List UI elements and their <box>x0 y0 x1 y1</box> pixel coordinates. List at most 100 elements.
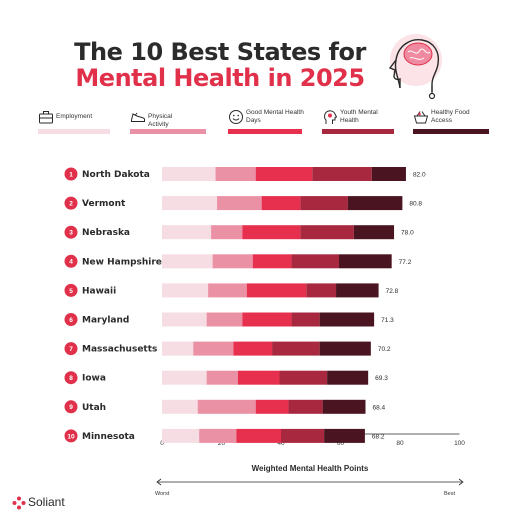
bar-segment <box>322 399 366 414</box>
total-value-label: 78.0 <box>401 230 414 237</box>
title-line-2: Mental Health in 2025 <box>75 64 365 92</box>
bar-segment <box>371 167 406 181</box>
state-label: Utah <box>82 403 106 413</box>
state-label: Minnesota <box>82 432 135 442</box>
legend-label: Physical Activity <box>148 113 173 128</box>
rank-badge <box>64 313 78 326</box>
scale-worst-label: Worst <box>155 491 170 497</box>
bar-segment <box>252 254 292 269</box>
head-icon <box>324 110 338 124</box>
legend-swatch <box>38 129 110 134</box>
bar-segment <box>300 225 354 240</box>
bar-segment <box>255 167 313 181</box>
bar-segment <box>261 196 301 211</box>
bar-segment <box>336 283 379 298</box>
bar-segment <box>208 283 247 298</box>
bar-segment <box>291 254 340 269</box>
stacked-bar-chart: 0 20 40 60 80 100 1 North Dakota 82.0 2 Vermont 80.… <box>64 167 465 447</box>
bar-segment <box>272 341 320 356</box>
bar-segment <box>246 283 307 298</box>
rank-badge <box>64 167 78 181</box>
legend-swatch <box>130 129 206 134</box>
bar-segment <box>197 399 256 414</box>
bar-segment <box>237 370 280 385</box>
bar-segment <box>327 370 369 385</box>
bar-segment <box>199 428 237 443</box>
sneaker-icon <box>131 112 145 122</box>
bar-segment <box>206 312 243 327</box>
state-label: Massachusetts <box>82 345 157 355</box>
x-axis-title: Weighted Mental Health Points <box>251 464 369 473</box>
bar-segment <box>281 428 325 443</box>
bar-segment <box>211 225 243 240</box>
state-label: Hawaii <box>82 286 116 296</box>
state-label: Vermont <box>82 199 126 209</box>
x-tick-label: 20 <box>218 440 226 447</box>
scale-best-label: Best <box>444 491 456 497</box>
total-value-label: 80.8 <box>409 201 422 208</box>
x-tick-label: 0 <box>160 440 164 447</box>
head-brain-illustration <box>388 34 442 100</box>
brand-name: Soliant <box>28 495 65 509</box>
bar-segment <box>306 283 337 298</box>
legend-swatch <box>228 129 302 134</box>
bar-segment <box>279 370 328 385</box>
rank-badge <box>64 371 78 385</box>
bar-segment <box>162 225 212 240</box>
rank-number: 5 <box>69 288 73 295</box>
bar-segment <box>162 312 207 327</box>
bar-segment <box>236 428 281 443</box>
legend-swatch <box>322 129 394 134</box>
rank-badge <box>64 342 78 356</box>
soliant-logo-icon <box>12 496 26 510</box>
briefcase-icon <box>39 111 53 124</box>
state-label: New Hampshire <box>82 257 162 267</box>
smiley-icon <box>229 110 243 124</box>
bar-segment <box>312 167 372 181</box>
total-value-label: 71.3 <box>381 317 394 324</box>
rank-badge <box>64 254 78 268</box>
bar-segment <box>324 428 365 443</box>
state-label: North Dakota <box>82 170 150 180</box>
legend-swatch <box>413 129 489 134</box>
x-tick-label: 60 <box>337 440 345 447</box>
rank-number: 2 <box>69 201 73 208</box>
rank-number: 4 <box>69 259 73 266</box>
bar-segment <box>193 341 234 356</box>
bar-segment <box>206 370 238 385</box>
bar-segment <box>319 341 371 356</box>
bar-segment <box>162 341 194 356</box>
total-value-label: 82.0 <box>413 172 426 179</box>
bar-segment <box>162 283 209 298</box>
bar-segment <box>347 196 403 211</box>
title-line-1: The 10 Best States for <box>74 38 366 66</box>
bar-segment <box>162 428 200 443</box>
x-tick-label: 40 <box>277 440 285 447</box>
legend-label: Youth Mental Health <box>340 109 378 124</box>
state-label: Iowa <box>82 374 106 384</box>
total-value-label: 69.3 <box>375 375 388 382</box>
rank-badge <box>64 400 78 414</box>
bar-segment <box>233 341 273 356</box>
legend-label: Employment <box>56 113 93 120</box>
state-label: Maryland <box>82 316 129 326</box>
total-value-label: 68.2 <box>372 433 385 440</box>
rank-badge <box>64 283 78 297</box>
rank-number: 6 <box>69 317 73 324</box>
bar-segment <box>339 254 392 269</box>
rank-number: 3 <box>69 230 73 237</box>
bar-segment <box>288 399 323 414</box>
total-value-label: 72.8 <box>386 288 399 295</box>
rank-badge <box>64 225 78 239</box>
bar-segment <box>215 167 256 181</box>
x-tick-label: 100 <box>454 440 465 447</box>
rank-number: 9 <box>69 404 73 411</box>
bar-segment <box>162 254 213 269</box>
legend-label: Good Mental Health Days <box>246 109 304 124</box>
rank-number: 7 <box>69 346 73 353</box>
bar-segment <box>300 196 348 211</box>
rank-number: 10 <box>67 433 75 440</box>
rank-number: 8 <box>69 375 73 382</box>
bar-segment <box>162 370 207 385</box>
bar-segment <box>212 254 253 269</box>
